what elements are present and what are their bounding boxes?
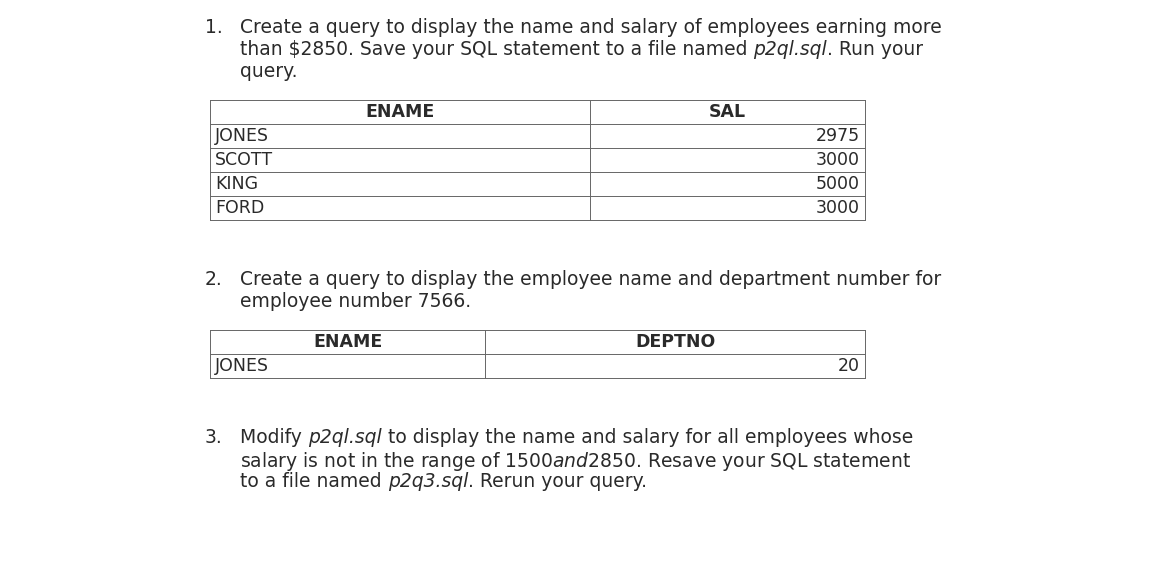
- Text: ENAME: ENAME: [313, 333, 382, 351]
- Text: KING: KING: [215, 175, 258, 193]
- Text: . Run your: . Run your: [827, 40, 924, 59]
- Text: Create a query to display the name and salary of employees earning more: Create a query to display the name and s…: [241, 18, 941, 37]
- Text: 3.: 3.: [205, 428, 223, 447]
- Text: query.: query.: [241, 62, 297, 81]
- Text: to a file named: to a file named: [241, 472, 388, 491]
- Text: FORD: FORD: [215, 199, 264, 217]
- Text: employee number 7566.: employee number 7566.: [241, 292, 471, 311]
- Text: than $2850. Save your SQL statement to a file named: than $2850. Save your SQL statement to a…: [241, 40, 753, 59]
- Text: Modify: Modify: [241, 428, 308, 447]
- Text: SCOTT: SCOTT: [215, 151, 273, 169]
- Text: 2.: 2.: [205, 270, 223, 289]
- Text: 3000: 3000: [816, 199, 860, 217]
- Text: JONES: JONES: [215, 357, 268, 375]
- Text: 2975: 2975: [816, 127, 860, 145]
- Text: salary is not in the range of $1500 and $2850. Resave your SQL statement: salary is not in the range of $1500 and …: [241, 450, 911, 473]
- Text: DEPTNO: DEPTNO: [634, 333, 715, 351]
- Text: p2q3.sql: p2q3.sql: [388, 472, 468, 491]
- Text: ENAME: ENAME: [365, 103, 435, 121]
- Text: JONES: JONES: [215, 127, 268, 145]
- Text: Create a query to display the employee name and department number for: Create a query to display the employee n…: [241, 270, 941, 289]
- Text: p2ql.sql: p2ql.sql: [308, 428, 381, 447]
- Text: 5000: 5000: [816, 175, 860, 193]
- Text: p2ql.sql: p2ql.sql: [753, 40, 827, 59]
- Text: 20: 20: [838, 357, 860, 375]
- Text: to display the name and salary for all employees whose: to display the name and salary for all e…: [381, 428, 913, 447]
- Text: SAL: SAL: [709, 103, 746, 121]
- Text: 3000: 3000: [816, 151, 860, 169]
- Text: . Rerun your query.: . Rerun your query.: [468, 472, 647, 491]
- Text: 1.: 1.: [205, 18, 223, 37]
